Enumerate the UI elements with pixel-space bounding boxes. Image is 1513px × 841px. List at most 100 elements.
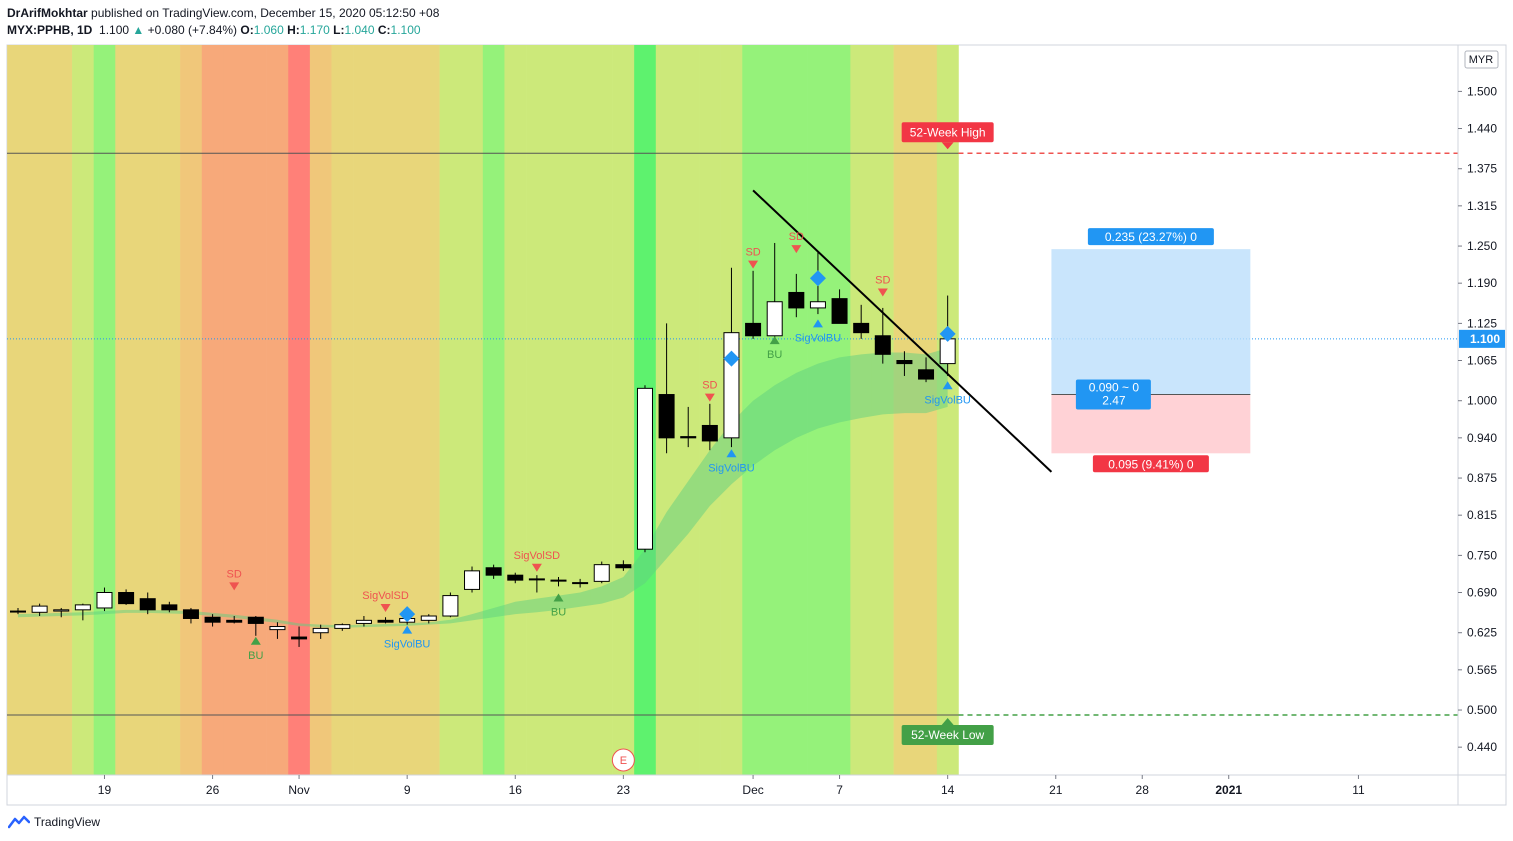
candle-body[interactable] — [204, 616, 221, 623]
candle-body[interactable] — [161, 604, 178, 611]
candle-body[interactable] — [485, 567, 502, 576]
price-tick-label: 0.690 — [1467, 586, 1497, 600]
candle-body[interactable] — [312, 627, 329, 634]
candle-body[interactable] — [788, 291, 805, 309]
candle-body[interactable] — [745, 322, 762, 337]
candle-body[interactable] — [658, 394, 675, 439]
candle-body[interactable] — [74, 604, 91, 611]
signal-down-marker — [791, 245, 802, 254]
signal-down-marker — [748, 260, 759, 269]
high-value: 1.170 — [299, 23, 330, 37]
signal-diamond — [939, 325, 956, 342]
background-bar — [482, 45, 505, 775]
signal-down-label: SD — [227, 568, 242, 580]
price-tick-label: 1.500 — [1467, 84, 1497, 98]
low-label: L: — [333, 23, 345, 37]
price-tick-label: 1.125 — [1467, 316, 1497, 330]
background-bar — [504, 45, 527, 775]
candle-body[interactable] — [247, 616, 264, 624]
trendline[interactable] — [752, 189, 1053, 473]
time-tick-label: 11 — [1352, 783, 1365, 797]
target-zone[interactable] — [1051, 249, 1251, 395]
stop-label: 0.095 (9.41%) 0 — [1108, 457, 1194, 471]
candle-body[interactable] — [593, 564, 610, 582]
candle-body[interactable] — [96, 592, 113, 609]
candle-body[interactable] — [334, 624, 351, 629]
candle-body[interactable] — [226, 619, 243, 623]
target-label-box — [1087, 228, 1214, 246]
candle-body[interactable] — [874, 335, 891, 355]
mid-label-box — [1075, 379, 1151, 410]
price-tick-label: 1.375 — [1467, 162, 1497, 176]
signal-diamond — [399, 606, 416, 623]
price-tick-label: 0.440 — [1467, 740, 1497, 754]
signal-down-label: SD — [875, 274, 890, 286]
candle-body[interactable] — [831, 298, 848, 324]
low-label-box — [901, 724, 994, 745]
candle-body[interactable] — [377, 619, 394, 623]
background-bar — [331, 45, 354, 775]
signal-down-label: SigVolSD — [514, 550, 561, 562]
time-tick-label: 14 — [941, 783, 955, 797]
signal-down-label: SD — [789, 231, 804, 243]
candle-body[interactable] — [31, 605, 48, 613]
signal-up-label: SigVolBU — [795, 332, 842, 344]
candle-body[interactable] — [766, 301, 783, 337]
high-label: 52-Week High — [910, 125, 986, 139]
candle-body[interactable] — [10, 610, 26, 613]
candle-body[interactable] — [139, 598, 156, 611]
candle-body[interactable] — [896, 360, 913, 365]
last-price-badge — [1459, 329, 1505, 348]
candle-body[interactable] — [507, 574, 524, 581]
signal-up-marker — [250, 636, 261, 645]
candle-body[interactable] — [636, 387, 653, 550]
background-bar — [526, 45, 548, 775]
candle-body[interactable] — [572, 582, 589, 585]
candle-body[interactable] — [853, 322, 870, 334]
candle-body[interactable] — [528, 578, 545, 581]
candle-body[interactable] — [182, 609, 199, 619]
earnings-icon[interactable] — [611, 748, 635, 772]
signal-up-marker — [812, 319, 823, 328]
candle-body[interactable] — [701, 424, 718, 442]
candle-body[interactable] — [118, 592, 135, 605]
candle-body[interactable] — [355, 619, 372, 624]
candle-body[interactable] — [269, 626, 286, 631]
stop-label-box — [1092, 455, 1209, 473]
background-bar — [50, 45, 73, 775]
time-tick-label: Dec — [742, 783, 763, 797]
price-tick-label: 0.565 — [1467, 663, 1497, 677]
earnings-label: E — [620, 755, 627, 767]
candle-body[interactable] — [615, 564, 632, 569]
candle-body[interactable] — [809, 301, 826, 309]
price-tick-label: 0.625 — [1467, 626, 1497, 640]
currency-badge[interactable] — [1464, 50, 1499, 69]
candle-body[interactable] — [53, 609, 70, 612]
background-bar — [72, 45, 94, 775]
background-bar — [590, 45, 613, 775]
signal-up-marker — [402, 625, 413, 634]
candle-body[interactable] — [291, 636, 308, 640]
candle-body[interactable] — [680, 436, 697, 439]
price-tick-label: 1.065 — [1467, 354, 1497, 368]
signal-down-label: SD — [702, 380, 717, 392]
background-bar — [266, 45, 289, 775]
tradingview-brand[interactable]: TradingView — [8, 815, 100, 829]
candle-body[interactable] — [464, 570, 481, 590]
low-label-pointer — [941, 717, 954, 725]
time-tick-label: 26 — [206, 783, 220, 797]
open-value: 1.060 — [253, 23, 284, 37]
candle-body[interactable] — [918, 369, 935, 380]
signal-up-marker — [942, 381, 953, 390]
candle-body[interactable] — [723, 332, 740, 439]
signal-down-label: SigVolSD — [362, 590, 409, 602]
candle-body[interactable] — [420, 615, 437, 621]
candle-body[interactable] — [442, 595, 459, 617]
background-bar — [612, 45, 635, 775]
candle-body[interactable] — [550, 579, 567, 582]
price-tick-label: 1.190 — [1467, 276, 1497, 290]
author-name[interactable]: DrArifMokhtar — [7, 6, 88, 20]
signal-diamond — [723, 350, 740, 367]
candle-body[interactable] — [939, 338, 956, 365]
